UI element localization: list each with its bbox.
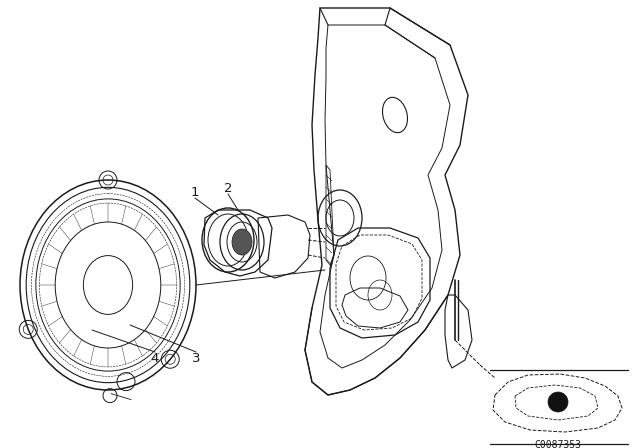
Text: 1: 1	[191, 185, 199, 198]
Ellipse shape	[232, 229, 252, 255]
Text: C0087353: C0087353	[534, 440, 582, 448]
Circle shape	[548, 392, 568, 412]
Text: 4: 4	[151, 352, 159, 365]
Text: 3: 3	[192, 352, 200, 365]
Text: 2: 2	[224, 181, 232, 194]
